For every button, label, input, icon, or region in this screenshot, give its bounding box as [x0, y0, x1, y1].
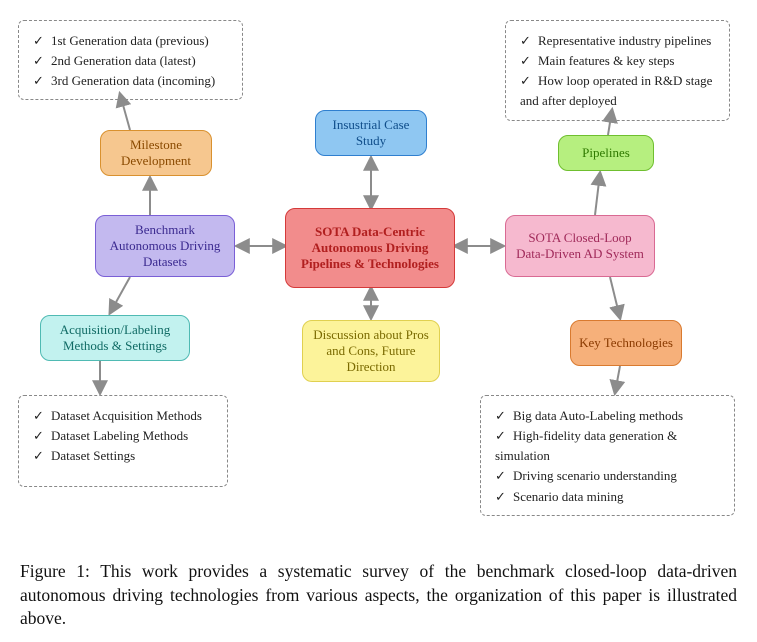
dashed-box-item: 1st Generation data (previous): [33, 31, 228, 51]
dashed-box-item: 2nd Generation data (latest): [33, 51, 228, 71]
node-milestone-development: Milestone Development: [100, 130, 212, 176]
diagram-canvas: 1st Generation data (previous)2nd Genera…: [0, 0, 757, 555]
dashed-box-item: Representative industry pipelines: [520, 31, 715, 51]
node-label: Milestone Development: [109, 137, 203, 170]
dashed-box-item: Big data Auto-Labeling methods: [495, 406, 720, 426]
edge-left-acq: [110, 277, 130, 313]
dashed-box-bottom-left: Dataset Acquisition MethodsDataset Label…: [18, 395, 228, 487]
dashed-box-item: Dataset Settings: [33, 446, 213, 466]
dashed-box-top-right: Representative industry pipelinesMain fe…: [505, 20, 730, 121]
node-pipelines: Pipelines: [558, 135, 654, 171]
node-label: SOTA Data-Centric Autonomous Driving Pip…: [294, 224, 446, 273]
dashed-box-item: 3rd Generation data (incoming): [33, 71, 228, 91]
dashed-box-item: How loop operated in R&D stage and after…: [520, 71, 715, 111]
dashed-box-item: Dataset Acquisition Methods: [33, 406, 213, 426]
dashed-box-item: High-fidelity data generation & simulati…: [495, 426, 720, 466]
node-label: Key Technologies: [579, 335, 673, 351]
node-label: SOTA Closed-Loop Data-Driven AD System: [514, 230, 646, 263]
dashed-box-item: Driving scenario understanding: [495, 466, 720, 486]
dashed-box-bottom-right: Big data Auto-Labeling methodsHigh-fidel…: [480, 395, 735, 516]
node-label: Insustrial Case Study: [324, 117, 418, 150]
dashed-box-top-left: 1st Generation data (previous)2nd Genera…: [18, 20, 243, 100]
figure-caption: Figure 1: This work provides a systemati…: [20, 560, 737, 631]
node-label: Discussion about Pros and Cons, Future D…: [311, 327, 431, 376]
node-discussion: Discussion about Pros and Cons, Future D…: [302, 320, 440, 382]
node-industrial-case-study: Insustrial Case Study: [315, 110, 427, 156]
node-center-sota-data-centric: SOTA Data-Centric Autonomous Driving Pip…: [285, 208, 455, 288]
edge-right-keytech: [610, 277, 620, 318]
node-key-technologies: Key Technologies: [570, 320, 682, 366]
node-sota-closed-loop: SOTA Closed-Loop Data-Driven AD System: [505, 215, 655, 277]
node-label: Benchmark Autonomous Driving Datasets: [104, 222, 226, 271]
dashed-box-item: Scenario data mining: [495, 487, 720, 507]
node-benchmark-datasets: Benchmark Autonomous Driving Datasets: [95, 215, 235, 277]
edge-right-pipelines: [595, 173, 600, 215]
node-label: Pipelines: [582, 145, 630, 161]
node-acquisition-labeling: Acquisition/Labeling Methods & Settings: [40, 315, 190, 361]
dashed-box-item: Main features & key steps: [520, 51, 715, 71]
dashed-box-item: Dataset Labeling Methods: [33, 426, 213, 446]
edge-keytech-br: [615, 366, 620, 393]
node-label: Acquisition/Labeling Methods & Settings: [49, 322, 181, 355]
